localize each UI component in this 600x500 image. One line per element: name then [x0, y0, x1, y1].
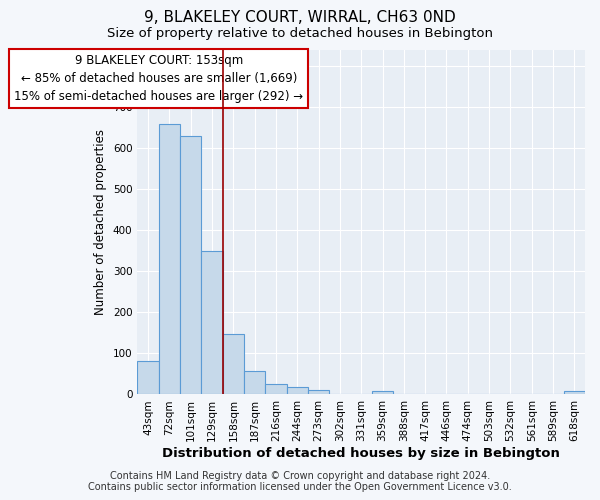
Text: Size of property relative to detached houses in Bebington: Size of property relative to detached ho…: [107, 28, 493, 40]
Bar: [372, 391, 393, 394]
Y-axis label: Number of detached properties: Number of detached properties: [94, 129, 107, 315]
Bar: [563, 391, 585, 394]
Text: 9, BLAKELEY COURT, WIRRAL, CH63 0ND: 9, BLAKELEY COURT, WIRRAL, CH63 0ND: [144, 10, 456, 25]
Bar: [244, 370, 265, 394]
Text: 9 BLAKELEY COURT: 153sqm
← 85% of detached houses are smaller (1,669)
15% of sem: 9 BLAKELEY COURT: 153sqm ← 85% of detach…: [14, 54, 303, 103]
X-axis label: Distribution of detached houses by size in Bebington: Distribution of detached houses by size …: [162, 447, 560, 460]
Bar: [287, 387, 308, 394]
Bar: [180, 136, 202, 394]
Bar: [308, 390, 329, 394]
Bar: [137, 361, 159, 394]
Bar: [202, 251, 223, 394]
Bar: [265, 384, 287, 394]
Text: Contains HM Land Registry data © Crown copyright and database right 2024.
Contai: Contains HM Land Registry data © Crown c…: [88, 471, 512, 492]
Bar: [223, 334, 244, 394]
Bar: [159, 124, 180, 394]
